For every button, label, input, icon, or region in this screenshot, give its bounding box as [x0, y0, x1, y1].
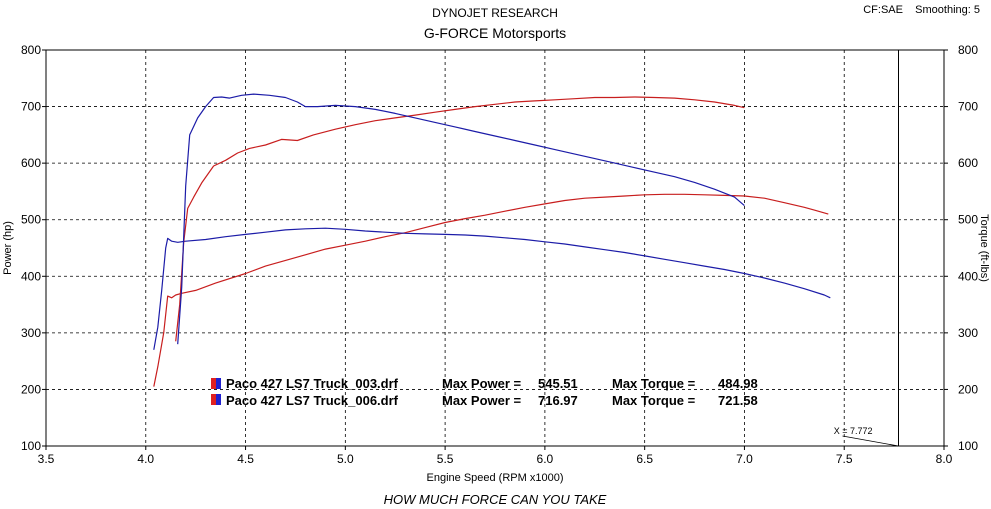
right-axis-ticks: 100 200 300 400 500 600 700 800 — [958, 43, 978, 453]
legend-file-name: Paco 427 LS7 Truck_003.drf — [226, 376, 399, 391]
x-axis-ticks: 3.5 4.0 4.5 5.0 5.5 6.0 6.5 7.0 7.5 8.0 — [38, 452, 953, 466]
y-axis-label-left: Power (hp) — [2, 221, 14, 275]
svg-text:Paco 427 LS7 Truck_006.drf: Paco 427 LS7 Truck_006.drf Max Power = 7… — [226, 393, 758, 408]
y-tick-label-right: 700 — [958, 100, 978, 114]
legend-swatch-blue — [216, 378, 221, 389]
y-tick-label-right: 300 — [958, 326, 978, 340]
y-tick-label-left: 400 — [21, 269, 41, 283]
svg-text:Paco 427 LS7 Truck_003.drf: Paco 427 LS7 Truck_003.drf Max Power = 5… — [226, 376, 758, 391]
x-tick-label: 6.0 — [537, 452, 554, 466]
y-tick-label-right: 800 — [958, 43, 978, 57]
settings-readout: CF:SAE Smoothing: 5 — [863, 4, 980, 16]
x-tick-label: 4.0 — [137, 452, 154, 466]
y-tick-label-right: 200 — [958, 382, 978, 396]
footer-tagline: HOW MUCH FORCE CAN YOU TAKE — [384, 492, 607, 507]
chart-subtitle: G-FORCE Motorsports — [424, 25, 566, 41]
legend-entry-006[interactable]: Paco 427 LS7 Truck_006.drf Max Power = 7… — [211, 393, 758, 408]
y-tick-label-left: 300 — [21, 326, 41, 340]
legend-file-name: Paco 427 LS7 Truck_006.drf — [226, 393, 399, 408]
legend-max-torque-value: 721.58 — [718, 393, 758, 408]
legend-swatch-red — [211, 378, 216, 389]
y-tick-label-left: 100 — [21, 439, 41, 453]
legend-swatch-red — [211, 394, 216, 405]
left-axis-ticks: 100 200 300 400 500 600 700 800 — [21, 43, 41, 453]
plot-frame — [45, 49, 945, 447]
x-tick-label: 5.0 — [337, 452, 354, 466]
x-tick-label: 4.5 — [237, 452, 254, 466]
y-tick-label-left: 600 — [21, 156, 41, 170]
x-tick-label: 5.5 — [437, 452, 454, 466]
cursor-readout: X = 7.772 — [834, 426, 873, 436]
y-tick-label-right: 100 — [958, 439, 978, 453]
series-lines — [153, 93, 831, 387]
legend-max-power-label: Max Power = — [442, 393, 522, 408]
y-axis-label-right: Torque (ft-lbs) — [978, 214, 990, 282]
x-tick-label: 3.5 — [38, 452, 55, 466]
series-line-003-power — [153, 193, 829, 387]
series-line-006-power — [175, 96, 745, 342]
grid — [42, 49, 948, 450]
x-axis-label: Engine Speed (RPM x1000) — [427, 472, 564, 484]
legend-max-torque-value: 484.98 — [718, 376, 758, 391]
x-tick-label: 8.0 — [936, 452, 953, 466]
legend-max-torque-label: Max Torque = — [612, 393, 696, 408]
y-tick-label-right: 400 — [958, 269, 978, 283]
legend-max-power-value: 716.97 — [538, 393, 578, 408]
chart-title: DYNOJET RESEARCH — [432, 6, 558, 20]
x-tick-label: 7.0 — [736, 452, 753, 466]
legend-swatch-blue — [216, 394, 221, 405]
x-tick-label: 6.5 — [636, 452, 653, 466]
y-tick-label-left: 500 — [21, 213, 41, 227]
x-tick-label: 7.5 — [836, 452, 853, 466]
y-tick-label-left: 200 — [21, 382, 41, 396]
y-tick-label-right: 500 — [958, 213, 978, 227]
legend-entry-003[interactable]: Paco 427 LS7 Truck_003.drf Max Power = 5… — [211, 376, 758, 391]
series-line-003-torque — [153, 227, 831, 350]
y-tick-label-left: 700 — [21, 100, 41, 114]
legend: Paco 427 LS7 Truck_003.drf Max Power = 5… — [211, 376, 758, 408]
legend-max-power-value: 545.51 — [538, 376, 578, 391]
legend-max-torque-label: Max Torque = — [612, 376, 696, 391]
y-tick-label-left: 800 — [21, 43, 41, 57]
legend-max-power-label: Max Power = — [442, 376, 522, 391]
series-line-006-torque — [177, 93, 745, 345]
y-tick-label-right: 600 — [958, 156, 978, 170]
cursor-leader — [842, 435, 899, 447]
